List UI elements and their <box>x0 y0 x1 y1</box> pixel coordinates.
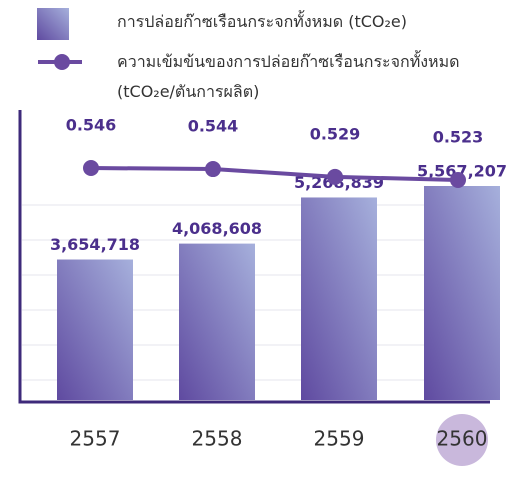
bar <box>179 243 255 400</box>
x-tick-label: 2557 <box>70 427 121 451</box>
line-value-label: 0.523 <box>433 128 484 147</box>
highlight-blob <box>436 414 488 466</box>
x-tick-label: 2558 <box>192 427 243 451</box>
legend-bar: การปล่อยก๊าซเรือนกระจกทั้งหมด (tCO₂e) <box>117 12 407 31</box>
bar <box>57 259 133 400</box>
bar-value-label: 5,567,207 <box>417 162 507 181</box>
bar <box>301 197 377 400</box>
line-point <box>450 172 466 188</box>
bar-value-label: 3,654,718 <box>50 235 140 254</box>
bar-value-label: 4,068,608 <box>172 219 262 238</box>
legend-line: ความเข้มข้นของการปล่อยก๊าซเรือนกระจกทั้ง… <box>117 52 460 101</box>
line-value-label: 0.529 <box>310 124 361 143</box>
line-value-label: 0.546 <box>66 116 117 135</box>
line-point <box>83 160 99 176</box>
legend-marker <box>54 54 70 70</box>
line-value-label: 0.544 <box>188 117 239 136</box>
x-tick-label: 2560 <box>437 427 488 451</box>
frame <box>18 110 490 404</box>
line <box>90 166 459 182</box>
legend-swatch-bar <box>37 8 69 40</box>
line-point <box>327 168 343 185</box>
x-tick-label: 2559 <box>314 427 365 451</box>
line-point <box>205 161 221 178</box>
bar <box>424 186 500 400</box>
